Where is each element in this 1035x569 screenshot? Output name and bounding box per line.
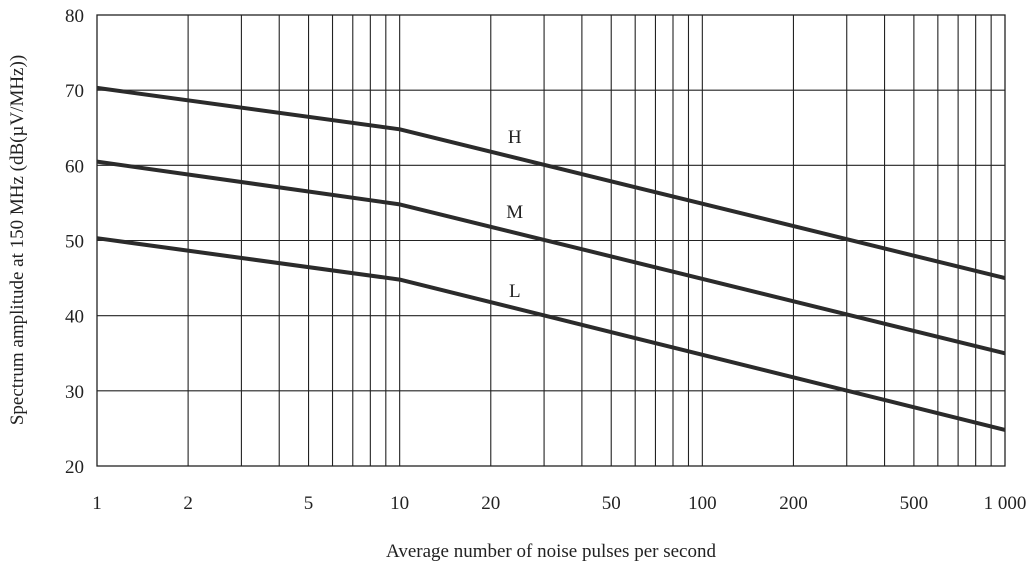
series-line-m (96, 159, 1006, 356)
x-tick-label: 1 000 (984, 493, 1027, 514)
y-tick-label: 70 (65, 81, 84, 102)
series-label-l: L (509, 281, 521, 302)
series-lines: H M L (96, 85, 1006, 432)
x-tick-label: 10 (390, 493, 409, 514)
x-tick-label: 200 (779, 493, 808, 514)
y-tick-label: 20 (65, 457, 84, 478)
series-label-h: H (508, 127, 522, 148)
x-tick-label: 50 (602, 493, 621, 514)
series-line-l (96, 236, 1006, 432)
series-line-h (96, 85, 1006, 281)
x-tick-label: 20 (481, 493, 500, 514)
y-tick-label: 60 (65, 156, 84, 177)
y-tick-label: 40 (65, 307, 84, 328)
y-tick-label: 50 (65, 232, 84, 253)
x-tick-label: 100 (688, 493, 717, 514)
x-tick-label: 500 (900, 493, 929, 514)
y-axis-title: Spectrum amplitude at 150 MHz (dB(µV/MHz… (7, 55, 28, 425)
x-tick-label: 1 (92, 493, 102, 514)
series-label-m: M (506, 202, 523, 223)
x-axis-tick-labels: 1 2 5 10 20 50 100 200 500 1 000 (92, 493, 1026, 514)
y-axis-tick-labels: 20 30 40 50 60 70 80 (65, 6, 84, 478)
x-tick-label: 2 (183, 493, 193, 514)
y-tick-label: 80 (65, 6, 84, 27)
x-axis-title: Average number of noise pulses per secon… (386, 541, 716, 562)
x-tick-label: 5 (304, 493, 314, 514)
plot-frame (96, 14, 1006, 467)
y-tick-label: 30 (65, 382, 84, 403)
